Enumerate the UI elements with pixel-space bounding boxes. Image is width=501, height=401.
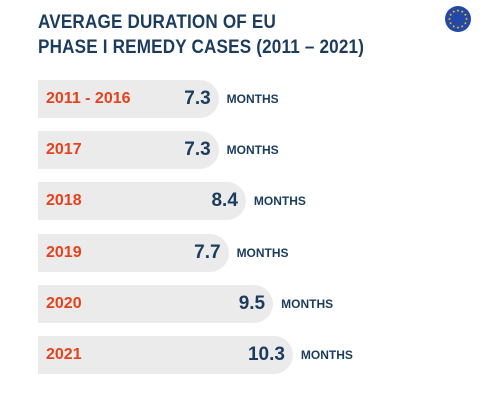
value-label: 7.7 (194, 241, 221, 263)
chart-title-line2: PHASE I REMEDY CASES (2011 – 2021) (38, 37, 365, 58)
value-label: 7.3 (184, 139, 211, 161)
eu-flag-star (460, 10, 464, 13)
category-label: 2017 (46, 141, 82, 159)
value-label: 9.5 (238, 292, 266, 314)
unit-label: MONTHS (236, 245, 289, 260)
value-label: 10.3 (247, 344, 285, 365)
eu-flag-star (449, 13, 453, 16)
unit-label: MONTHS (226, 92, 279, 106)
eu-flag-star (456, 26, 460, 29)
category-label: 2019 (46, 243, 82, 261)
bar (38, 131, 219, 170)
category-label: 2018 (46, 192, 82, 210)
eu-flag-star (452, 24, 456, 28)
eu-flag-star (456, 9, 460, 12)
bar (38, 284, 274, 323)
eu-flag-star (449, 21, 453, 25)
chart-title-line1: AVERAGE DURATION OF EU (38, 12, 276, 33)
category-label: 2020 (46, 294, 82, 312)
unit-label: MONTHS (226, 143, 279, 158)
eu-flag-icon (445, 6, 471, 32)
bar (38, 233, 229, 272)
unit-label: MONTHS (281, 296, 334, 311)
category-label: 2011 - 2016 (46, 90, 131, 107)
eu-flag-star (460, 24, 464, 28)
eu-flag-star (465, 17, 468, 21)
value-label: 8.4 (211, 190, 238, 212)
chart-title: AVERAGE DURATION OF EU PHASE I REMEDY CA… (38, 10, 364, 60)
unit-label: MONTHS (253, 194, 306, 209)
eu-flag-star (463, 13, 467, 16)
bar (38, 80, 219, 118)
category-label: 2021 (46, 346, 82, 363)
eu-flag-star (452, 10, 456, 13)
value-label: 7.3 (184, 88, 211, 109)
bar (38, 336, 293, 374)
bar (38, 182, 246, 221)
eu-flag-star (448, 17, 451, 21)
eu-flag-star (463, 21, 467, 25)
unit-label: MONTHS (300, 348, 353, 362)
